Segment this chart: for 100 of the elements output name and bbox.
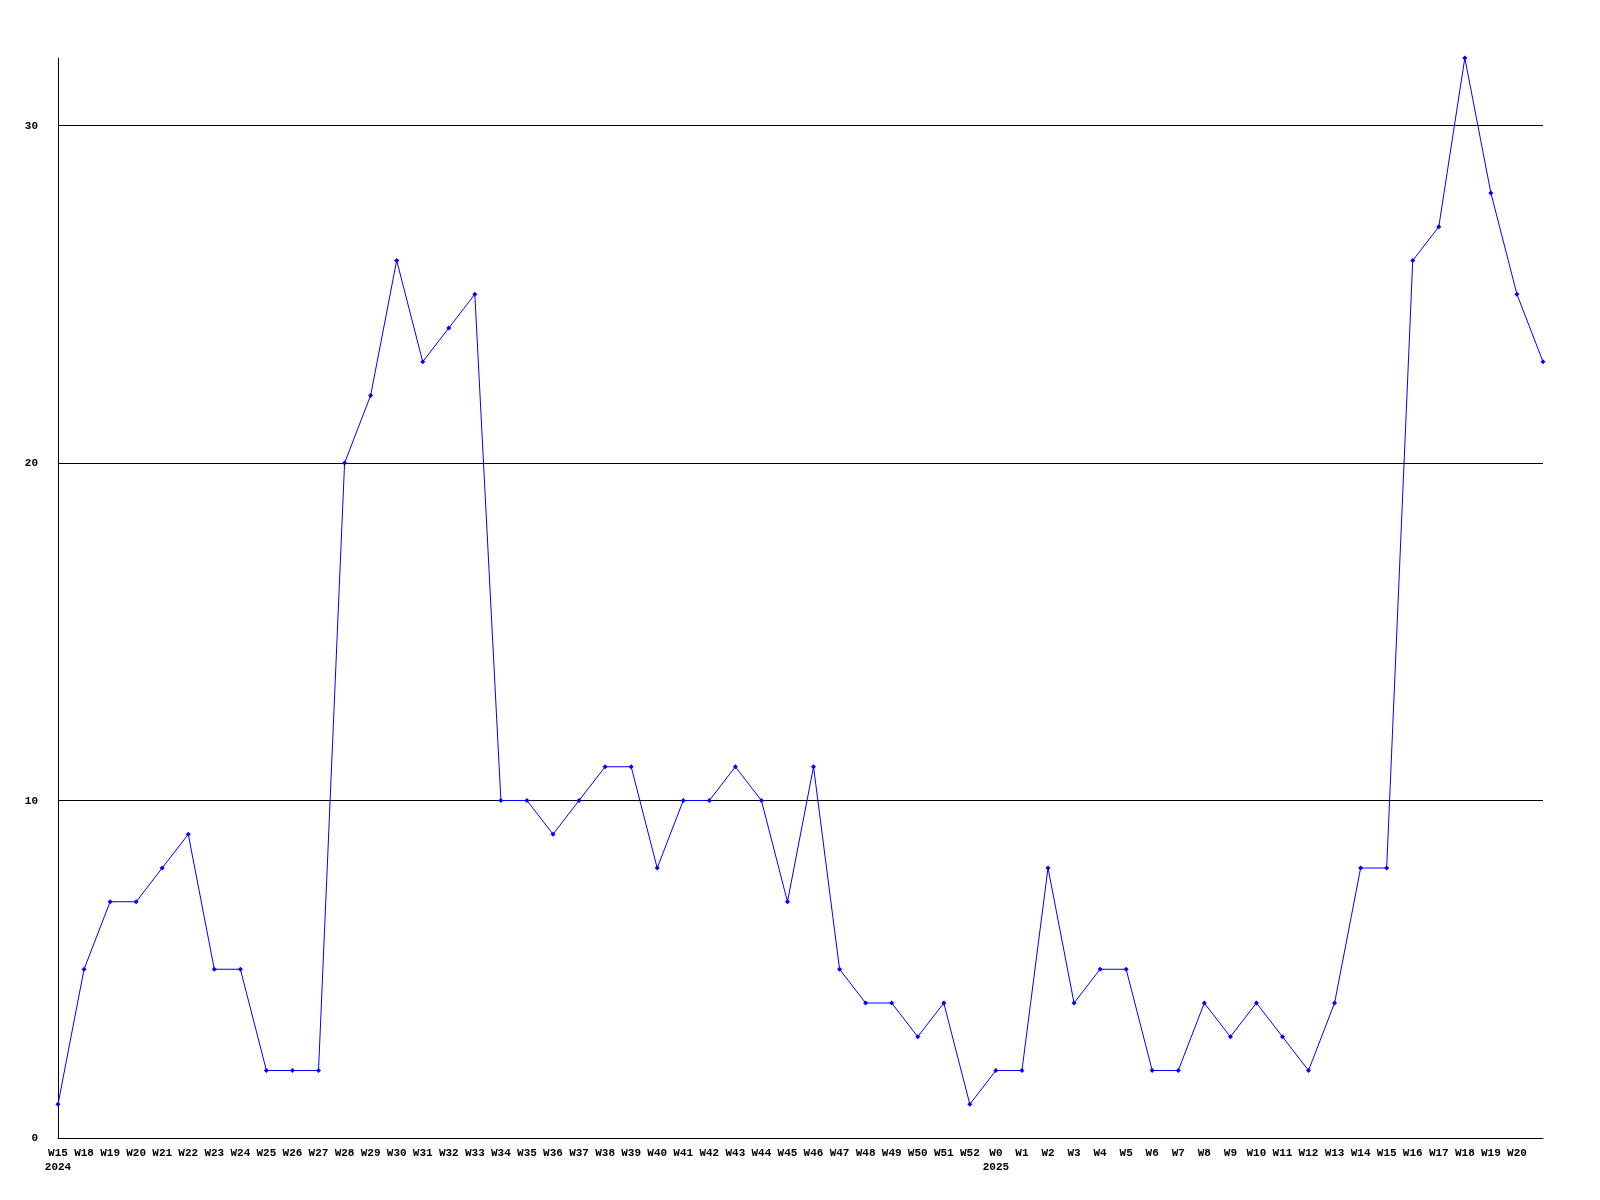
point bbox=[289, 1068, 295, 1073]
point bbox=[941, 1000, 947, 1006]
x-tick-label: W31 bbox=[412, 1147, 434, 1159]
point bbox=[1384, 865, 1390, 871]
y-tick-label: 20 bbox=[24, 457, 38, 469]
x-tick-label: W50 bbox=[907, 1147, 928, 1159]
x-tick-label: W43 bbox=[725, 1147, 746, 1159]
x-tick-label: W23 bbox=[204, 1147, 225, 1159]
point bbox=[1279, 1034, 1285, 1040]
x-tick-label: W32 bbox=[438, 1147, 459, 1159]
x-tick-label: W26 bbox=[282, 1147, 303, 1159]
point bbox=[237, 966, 243, 972]
point bbox=[1045, 865, 1051, 871]
point bbox=[159, 865, 165, 871]
point bbox=[1436, 224, 1442, 230]
point bbox=[680, 798, 686, 803]
point bbox=[550, 831, 556, 837]
x-tick-label: W18 bbox=[74, 1147, 95, 1159]
point bbox=[576, 798, 582, 803]
x-tick-label: W8 bbox=[1197, 1147, 1212, 1159]
point bbox=[1306, 1068, 1312, 1073]
x-tick-label: W21 bbox=[152, 1147, 173, 1159]
point bbox=[1227, 1034, 1233, 1040]
x-tick-label: W29 bbox=[360, 1147, 381, 1159]
x-tick-label: W3 bbox=[1067, 1147, 1082, 1159]
x-tick-label: W2 bbox=[1041, 1147, 1055, 1159]
x-tick-label: W19 bbox=[100, 1147, 121, 1159]
x-tick-label: W25 bbox=[256, 1147, 277, 1159]
x-tick-label: W48 bbox=[855, 1147, 876, 1159]
x-tick-label: W0 2025 bbox=[982, 1147, 1010, 1173]
point bbox=[967, 1101, 973, 1107]
x-tick-label: W39 bbox=[621, 1147, 642, 1159]
x-tick-label: W51 bbox=[933, 1147, 955, 1159]
x-tick-label: W1 bbox=[1015, 1147, 1029, 1159]
x-tick-label: W24 bbox=[230, 1147, 251, 1159]
point bbox=[863, 1000, 869, 1006]
x-tick-label: W7 bbox=[1171, 1147, 1185, 1159]
x-tick-label: W11 bbox=[1272, 1147, 1293, 1159]
x-tick-label: W38 bbox=[595, 1147, 616, 1159]
point bbox=[55, 1101, 61, 1107]
x-tick-label: W47 bbox=[829, 1147, 850, 1159]
x-tick-label: W5 bbox=[1119, 1147, 1134, 1159]
point bbox=[1071, 1000, 1077, 1006]
point bbox=[1488, 190, 1494, 196]
point bbox=[1358, 865, 1364, 871]
point bbox=[1462, 55, 1468, 61]
x-tick-label: W36 bbox=[543, 1147, 563, 1159]
point bbox=[1175, 1068, 1181, 1073]
point bbox=[342, 460, 348, 466]
x-tick-label: W30 bbox=[386, 1147, 407, 1159]
x-tick-label: W41 bbox=[673, 1147, 694, 1159]
point bbox=[316, 1068, 322, 1073]
point bbox=[732, 764, 738, 770]
point bbox=[602, 764, 608, 770]
point bbox=[1332, 1000, 1338, 1006]
x-tick-label: W40 bbox=[647, 1147, 668, 1159]
point bbox=[185, 831, 191, 837]
x-tick-label: W28 bbox=[334, 1147, 355, 1159]
point bbox=[1540, 359, 1546, 365]
x-tick-label: W22 bbox=[178, 1147, 199, 1159]
x-tick-label: W12 bbox=[1298, 1147, 1319, 1159]
point bbox=[1253, 1000, 1259, 1006]
point bbox=[837, 966, 843, 972]
x-tick-label: W27 bbox=[308, 1147, 329, 1159]
x-tick-label: W33 bbox=[464, 1147, 486, 1159]
y-tick-label: 30 bbox=[24, 119, 38, 132]
y-tick-label: 10 bbox=[24, 794, 38, 807]
point bbox=[446, 325, 452, 331]
point bbox=[498, 798, 504, 803]
x-tick-label: W15 2024 bbox=[44, 1147, 72, 1173]
x-tick-label: W15 bbox=[1376, 1147, 1397, 1159]
point bbox=[1019, 1068, 1025, 1073]
x-tick-label: W6 bbox=[1145, 1147, 1159, 1159]
point bbox=[1123, 966, 1129, 972]
x-tick-label: W45 bbox=[777, 1147, 798, 1159]
x-tick-label: W35 bbox=[517, 1147, 538, 1159]
x-tick-label: W4 bbox=[1093, 1147, 1108, 1159]
y-tick-label: 0 bbox=[31, 1132, 38, 1144]
point bbox=[1201, 1000, 1207, 1006]
x-tick-label: W16 bbox=[1402, 1147, 1423, 1159]
point bbox=[368, 393, 374, 398]
point bbox=[706, 798, 712, 803]
x-tick-label: W34 bbox=[490, 1147, 512, 1159]
x-tick-label: W9 bbox=[1223, 1147, 1237, 1159]
point bbox=[993, 1068, 999, 1073]
x-tick-label: W13 bbox=[1324, 1147, 1345, 1159]
x-tick-label: W14 bbox=[1350, 1147, 1371, 1159]
x-tick-label: W49 bbox=[881, 1147, 902, 1159]
x-tick-label: W37 bbox=[569, 1147, 589, 1159]
point bbox=[784, 899, 790, 905]
x-tick-label: W44 bbox=[751, 1147, 772, 1159]
point bbox=[654, 865, 660, 871]
x-tick-label: W19 bbox=[1480, 1147, 1501, 1159]
point bbox=[1149, 1068, 1155, 1073]
point bbox=[915, 1034, 921, 1040]
x-tick-label: W42 bbox=[699, 1147, 720, 1159]
point bbox=[1097, 966, 1103, 972]
x-tick-label: W46 bbox=[803, 1147, 824, 1159]
point bbox=[1410, 258, 1416, 263]
point bbox=[1514, 291, 1520, 297]
